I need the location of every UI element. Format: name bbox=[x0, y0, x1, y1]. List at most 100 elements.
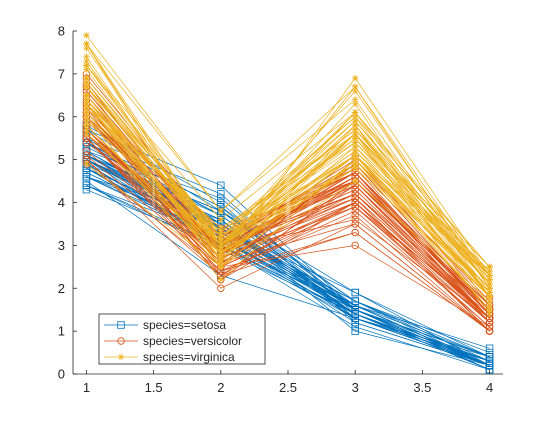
data-point bbox=[217, 254, 225, 262]
y-tick-label: 6 bbox=[58, 109, 65, 124]
data-point bbox=[83, 109, 90, 116]
data-point bbox=[82, 173, 91, 181]
data-point bbox=[217, 246, 225, 253]
data-point bbox=[351, 323, 359, 331]
legend-marker bbox=[117, 353, 125, 361]
y-tick-label: 2 bbox=[58, 281, 65, 296]
data-point bbox=[485, 344, 494, 352]
legend: species=setosa species=versicolor species=… bbox=[98, 313, 266, 365]
line-path bbox=[86, 86, 490, 272]
data-point bbox=[83, 100, 90, 108]
data-point bbox=[217, 194, 225, 202]
y-tick-label: 5 bbox=[58, 152, 65, 167]
data-point bbox=[351, 194, 359, 202]
data-point bbox=[485, 361, 494, 370]
data-point bbox=[485, 323, 494, 331]
data-point bbox=[83, 126, 90, 133]
data-point bbox=[351, 327, 359, 335]
data-point bbox=[217, 198, 225, 207]
x-tick-label: 2 bbox=[217, 380, 224, 395]
data-point bbox=[83, 117, 90, 125]
data-point bbox=[351, 185, 359, 194]
line-path bbox=[86, 137, 490, 319]
data-point bbox=[351, 215, 359, 224]
data-point bbox=[82, 181, 91, 190]
x-tick-label: 3.5 bbox=[413, 380, 431, 395]
data-point bbox=[351, 117, 359, 125]
data-point bbox=[351, 109, 359, 116]
data-point bbox=[351, 203, 359, 211]
data-point bbox=[486, 280, 493, 288]
data-point bbox=[351, 74, 359, 82]
data-point bbox=[83, 66, 90, 73]
line-path bbox=[86, 43, 490, 289]
data-point bbox=[486, 297, 493, 305]
data-point bbox=[83, 31, 90, 39]
x-tick-label: 2.5 bbox=[279, 380, 297, 395]
line-path bbox=[86, 43, 490, 280]
legend-label: species=versicolor bbox=[143, 334, 242, 348]
data-point bbox=[217, 259, 225, 266]
data-point bbox=[486, 267, 493, 275]
data-point bbox=[485, 353, 494, 361]
data-point bbox=[486, 302, 493, 309]
data-point bbox=[83, 53, 90, 61]
data-point bbox=[351, 211, 359, 220]
data-point bbox=[82, 185, 91, 194]
y-tick-label: 0 bbox=[58, 367, 65, 382]
data-point bbox=[351, 190, 359, 198]
data-point bbox=[217, 229, 225, 236]
data-point bbox=[217, 233, 225, 241]
data-point bbox=[217, 181, 225, 190]
data-point bbox=[351, 139, 359, 146]
data-point bbox=[351, 318, 359, 327]
data-point bbox=[83, 44, 90, 52]
y-tick-label: 7 bbox=[58, 66, 65, 81]
data-point bbox=[351, 198, 359, 207]
data-point bbox=[486, 263, 493, 271]
data-point bbox=[83, 130, 90, 138]
data-point bbox=[351, 83, 359, 91]
series-line bbox=[83, 104, 493, 279]
line-path bbox=[86, 116, 490, 310]
data-point bbox=[217, 276, 225, 283]
line-path bbox=[86, 107, 490, 276]
x-tick-label: 3 bbox=[352, 380, 359, 395]
data-point bbox=[485, 318, 494, 327]
legend-entry: species=virginica bbox=[104, 350, 235, 364]
line-path bbox=[86, 163, 490, 302]
data-point bbox=[217, 190, 225, 198]
legend-entry: species=versicolor bbox=[104, 334, 242, 348]
data-point bbox=[82, 147, 91, 155]
x-tick-label: 4 bbox=[486, 380, 493, 395]
data-point bbox=[351, 122, 359, 129]
data-point bbox=[351, 147, 359, 155]
series-line bbox=[83, 83, 493, 271]
data-point bbox=[351, 220, 359, 228]
data-point bbox=[351, 87, 359, 95]
line-path bbox=[86, 86, 490, 268]
data-point bbox=[351, 126, 359, 133]
data-point bbox=[486, 276, 493, 283]
series-layer bbox=[82, 31, 494, 374]
data-point bbox=[351, 152, 359, 159]
data-point bbox=[83, 57, 90, 65]
data-point bbox=[351, 228, 359, 237]
data-point bbox=[351, 310, 359, 318]
legend-box bbox=[98, 313, 266, 365]
series-line bbox=[83, 117, 493, 301]
data-point bbox=[217, 263, 225, 271]
data-point bbox=[351, 297, 359, 305]
legend-label: species=virginica bbox=[143, 350, 235, 364]
data-point bbox=[351, 177, 359, 185]
data-point bbox=[83, 113, 90, 121]
series-asterisk-group bbox=[83, 31, 493, 318]
data-point bbox=[486, 272, 493, 279]
line-path bbox=[86, 65, 490, 268]
data-point bbox=[83, 83, 90, 91]
line-path bbox=[86, 120, 490, 298]
data-point bbox=[351, 314, 359, 322]
data-point bbox=[217, 207, 225, 215]
axes-layer: 1 1.5 2 2.5 3 3.5 4 0 1 2 3 4 5 6 7 8 bbox=[58, 24, 503, 395]
